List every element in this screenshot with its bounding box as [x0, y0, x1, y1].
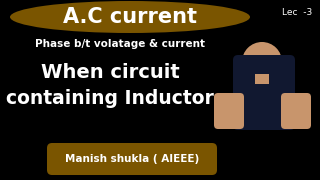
Text: Phase b/t volatage & current: Phase b/t volatage & current — [35, 39, 205, 49]
Circle shape — [242, 42, 282, 82]
Text: Lec  -3: Lec -3 — [282, 8, 312, 17]
Ellipse shape — [10, 1, 250, 33]
Text: Manish shukla ( AIEEE): Manish shukla ( AIEEE) — [65, 154, 199, 164]
Bar — [255, 74, 269, 84]
Text: A.C current: A.C current — [63, 7, 197, 27]
Text: containing Inductor: containing Inductor — [6, 89, 214, 107]
FancyBboxPatch shape — [214, 93, 244, 129]
FancyBboxPatch shape — [233, 55, 295, 130]
FancyBboxPatch shape — [281, 93, 311, 129]
Text: When circuit: When circuit — [41, 62, 180, 82]
FancyBboxPatch shape — [47, 143, 217, 175]
